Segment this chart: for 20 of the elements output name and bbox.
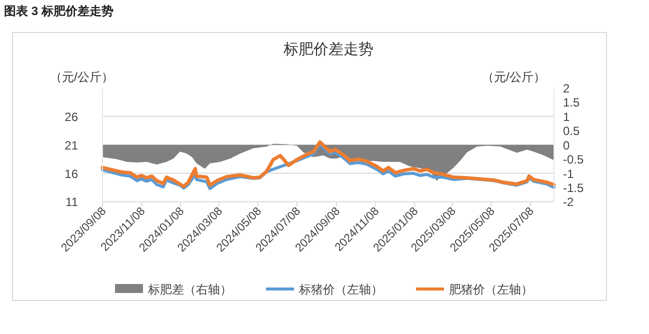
y-axis-title: （元/公斤） [50,70,114,84]
legend-label: 标肥差（右轴） [147,282,232,296]
y2-tick-label: -1 [563,166,574,181]
y2-tick-label: 2 [563,82,570,96]
y-tick-label: 21 [64,138,78,152]
y2-tick-label: -2 [563,195,574,210]
legend-label: 标猪价（左轴） [298,282,383,296]
y-tick-label: 26 [64,110,78,124]
text: 图表 3 标肥价差走势 [4,4,114,18]
y-tick-label: 11 [66,195,78,210]
y2-tick-label: 0.5 [563,124,580,138]
y-tick-label: 16 [64,166,78,181]
chart-title: 标肥价差走势 [282,41,374,58]
y2-axis-title: （元/公斤） [482,70,546,84]
y2-tick-label: 0 [563,138,570,152]
y2-tick-label: 1.5 [563,96,580,110]
y2-tick-label: -0.5 [563,152,584,167]
y2-tick-label: -1.5 [563,180,584,195]
y2-tick-label: 1 [563,110,570,124]
legend-label: 肥猪价（左轴） [449,282,533,296]
